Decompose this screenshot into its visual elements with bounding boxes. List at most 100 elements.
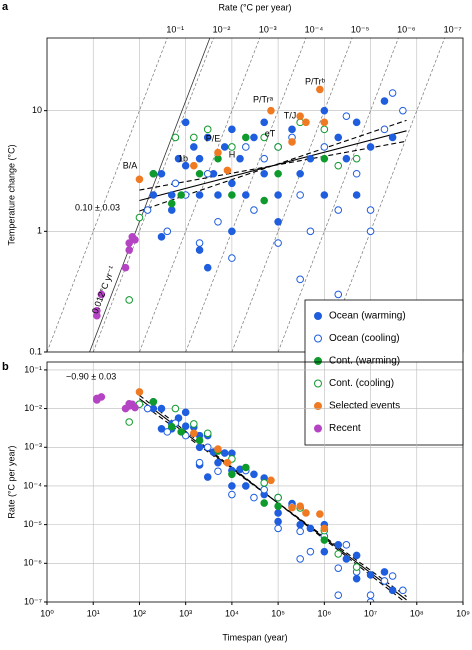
data-point <box>214 445 222 453</box>
data-point <box>228 490 236 499</box>
data-point <box>195 154 204 163</box>
data-point <box>320 524 329 533</box>
data-point <box>177 191 185 199</box>
data-point <box>296 275 304 284</box>
fit-bound <box>139 119 407 212</box>
data-point <box>380 97 389 105</box>
data-point <box>334 133 343 142</box>
data-point <box>214 154 222 163</box>
x-tick-label: 10⁹ <box>456 608 470 618</box>
data-point <box>274 169 282 178</box>
data-point <box>274 493 282 502</box>
data-point <box>157 233 166 241</box>
data-point <box>274 502 282 510</box>
data-point <box>195 443 204 452</box>
data-point <box>352 169 361 178</box>
data-point <box>220 143 229 151</box>
data-point <box>366 571 375 579</box>
y-tick-label: 10⁻² <box>24 403 42 413</box>
data-point <box>302 509 310 517</box>
event-annotation: P/Trᵃ <box>253 94 274 104</box>
y-tick-label: 10⁻⁵ <box>24 519 43 529</box>
data-point <box>296 502 304 510</box>
data-point <box>135 213 144 222</box>
y-tick-label: 10 <box>32 105 42 115</box>
data-point <box>171 404 180 413</box>
data-point <box>320 547 329 556</box>
data-point <box>388 572 397 580</box>
legend-label: Cont. (warming) <box>329 356 400 367</box>
rate-line <box>231 38 353 352</box>
fit-bound <box>139 401 407 597</box>
data-point <box>260 133 268 142</box>
data-point <box>242 463 250 472</box>
data-point <box>306 227 315 236</box>
data-point <box>260 196 268 205</box>
data-point <box>190 133 198 142</box>
data-point <box>274 517 282 526</box>
data-point <box>296 191 304 199</box>
data-point <box>214 458 222 467</box>
data-point <box>352 551 361 560</box>
fit-line <box>139 130 407 202</box>
x-tick-label: 10⁴ <box>225 608 239 618</box>
data-point <box>296 112 304 120</box>
data-point <box>97 290 106 299</box>
data-point <box>223 458 232 467</box>
data-point <box>228 227 236 236</box>
data-point <box>316 85 324 94</box>
rate-tick-label: 10⁻³ <box>259 24 277 34</box>
data-point <box>274 217 282 226</box>
data-point <box>228 143 236 151</box>
event-annotation: H <box>229 149 236 159</box>
data-point <box>288 138 296 146</box>
data-point <box>121 263 130 272</box>
data-point <box>177 428 185 436</box>
data-point <box>260 485 268 494</box>
data-point <box>288 503 296 512</box>
data-point <box>228 482 236 490</box>
y-axis-title: Temperature change (°C) <box>6 144 16 245</box>
data-point <box>149 169 158 178</box>
data-point <box>388 133 397 142</box>
plot-area <box>47 362 463 602</box>
top-axis-title: Rate (°C per year) <box>218 2 291 12</box>
data-point <box>242 482 250 490</box>
legend-marker <box>314 334 322 343</box>
data-point <box>203 473 212 481</box>
data-point <box>399 586 407 595</box>
data-point <box>125 418 133 426</box>
data-point <box>274 143 282 151</box>
data-point <box>250 133 258 142</box>
data-point <box>320 118 329 127</box>
data-point <box>195 458 204 467</box>
data-point <box>181 408 190 417</box>
legend-marker <box>314 424 322 433</box>
data-point <box>250 206 258 214</box>
data-point <box>334 161 343 170</box>
y-tick-label: 10⁻⁶ <box>24 558 43 568</box>
data-point <box>380 568 389 576</box>
data-point <box>334 564 343 572</box>
data-point <box>167 199 176 208</box>
rate-line <box>277 38 399 352</box>
data-point <box>190 429 198 438</box>
data-point <box>190 143 198 151</box>
plot-area <box>47 38 463 352</box>
data-point <box>342 154 351 163</box>
data-point <box>203 443 212 452</box>
legend-marker <box>314 379 322 388</box>
data-point <box>181 161 190 170</box>
data-point <box>167 206 176 214</box>
x-tick-label: 10⁶ <box>317 608 331 618</box>
data-point <box>342 541 351 549</box>
data-point <box>267 106 275 115</box>
data-point <box>163 428 172 436</box>
legend-marker <box>314 312 322 320</box>
data-point <box>143 206 152 214</box>
data-point <box>171 179 180 188</box>
data-point <box>320 143 329 151</box>
data-point <box>203 169 212 178</box>
legend-marker <box>314 357 322 365</box>
data-point <box>306 547 315 556</box>
